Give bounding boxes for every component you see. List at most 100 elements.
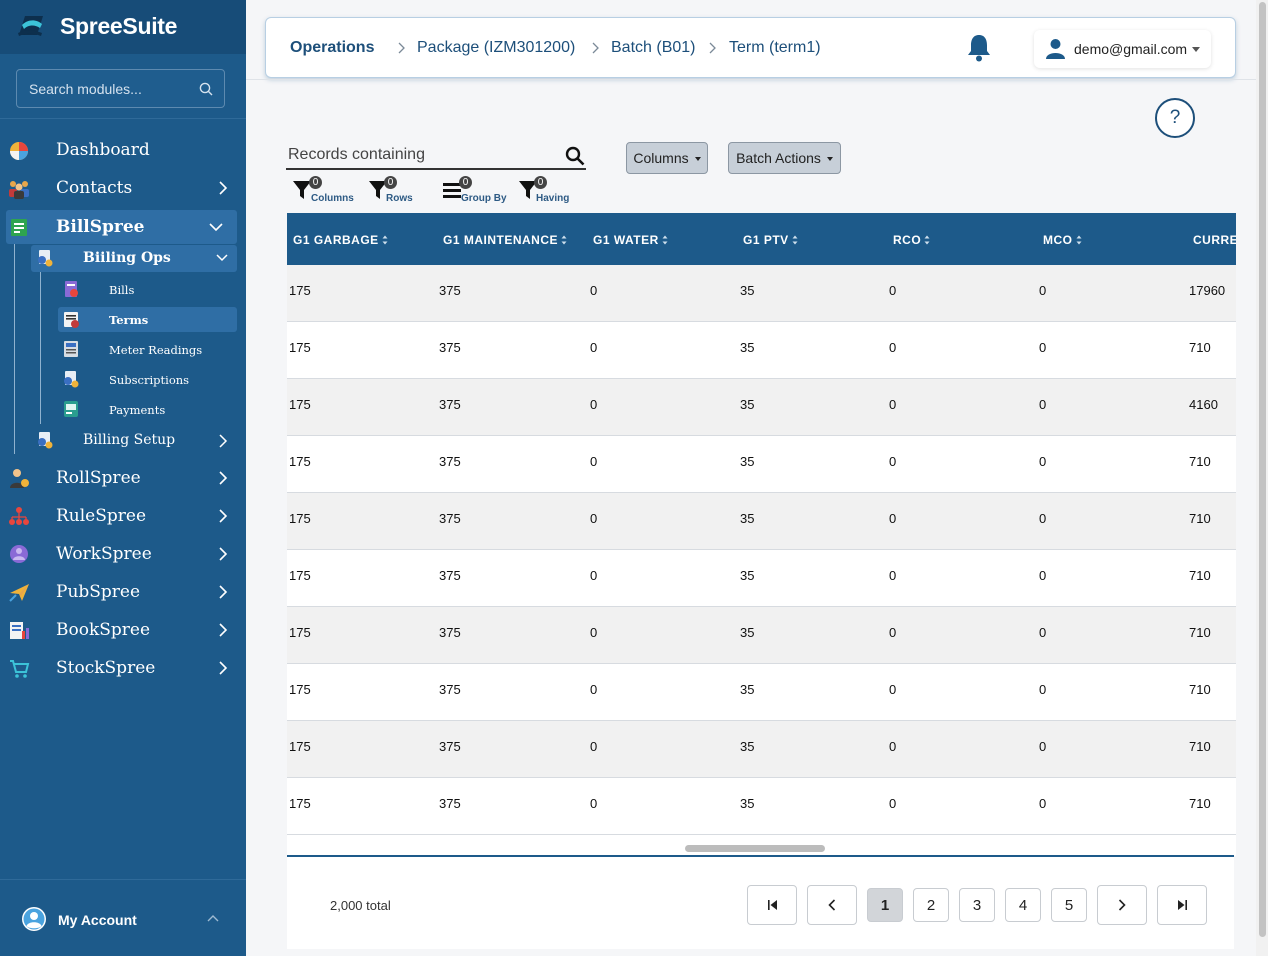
table-cell: 710	[1189, 511, 1211, 526]
breadcrumb-batch[interactable]: Batch (B01)	[611, 39, 696, 56]
table-cell: 35	[740, 511, 755, 526]
sidebar-item-label: Contacts	[56, 178, 133, 198]
sidebar-item-rollspree[interactable]: RollSpree	[0, 461, 246, 495]
sidebar-subitem-billing-setup[interactable]: Billing Setup	[31, 427, 237, 454]
sidebar-leaf-terms[interactable]: Terms	[58, 307, 237, 332]
table-row[interactable]: 175 375 0 35 0 0 710	[287, 607, 1236, 664]
previous-page-button[interactable]	[807, 885, 857, 925]
table-row[interactable]: 175 375 0 35 0 0 710	[287, 493, 1236, 550]
column-header[interactable]: MCO	[1043, 233, 1082, 247]
filter-rows[interactable]: 0 Rows	[368, 176, 416, 208]
column-header[interactable]: G1 PTV	[743, 233, 798, 247]
module-search-input[interactable]	[17, 70, 224, 107]
table-row[interactable]: 175 375 0 35 0 0 17960	[287, 265, 1236, 322]
columns-dropdown-button[interactable]: Columns	[626, 142, 708, 174]
sidebar-leaf-subscriptions[interactable]: Subscriptions	[58, 367, 237, 392]
search-icon[interactable]	[565, 146, 585, 166]
vertical-scrollbar[interactable]	[1256, 0, 1268, 956]
column-header[interactable]: CURRE	[1193, 233, 1236, 247]
page-button-4[interactable]: 4	[1005, 888, 1041, 922]
table-cell: 175	[289, 682, 311, 697]
user-menu[interactable]: demo@gmail.com	[1034, 30, 1211, 68]
table-cell: 0	[590, 796, 598, 811]
sidebar-item-pubspree[interactable]: PubSpree	[0, 575, 246, 609]
my-account[interactable]: My Account	[0, 879, 246, 956]
records-search-input[interactable]	[286, 142, 586, 170]
payments-icon	[64, 401, 78, 417]
next-page-button[interactable]	[1097, 885, 1147, 925]
horizontal-scrollbar[interactable]	[685, 845, 825, 852]
sidebar-item-label: BookSpree	[56, 620, 151, 640]
table-cell: 0	[889, 397, 897, 412]
breadcrumb-term[interactable]: Term (term1)	[729, 39, 821, 56]
filter-having[interactable]: 0 Having	[518, 176, 574, 208]
breadcrumb-chevron-icon	[592, 42, 599, 54]
chevron-right-icon	[219, 661, 228, 675]
table-row[interactable]: 175 375 0 35 0 0 710	[287, 436, 1236, 493]
sidebar-subitem-billing-ops[interactable]: Biiling Ops	[31, 245, 237, 272]
sidebar-item-dashboard[interactable]: Dashboard	[0, 133, 246, 167]
column-header[interactable]: G1 MAINTENANCE	[443, 233, 567, 247]
column-header-label: G1 PTV	[743, 233, 789, 247]
last-page-button[interactable]	[1157, 885, 1207, 925]
table-cell: 35	[740, 739, 755, 754]
table-cell: 35	[740, 454, 755, 469]
filter-label: Columns	[311, 193, 354, 204]
sidebar-subitem-label: Billing Setup	[83, 432, 176, 448]
sidebar-item-rulespree[interactable]: RuleSpree	[0, 499, 246, 533]
table-row[interactable]: 175 375 0 35 0 0 710	[287, 322, 1236, 379]
chevron-right-icon	[219, 509, 228, 523]
table-cell: 375	[439, 283, 461, 298]
sidebar-item-billspree[interactable]: BillSpree	[6, 210, 237, 244]
table-row[interactable]: 175 375 0 35 0 0 710	[287, 550, 1236, 607]
batch-actions-dropdown-button[interactable]: Batch Actions	[728, 142, 841, 174]
table-cell: 375	[439, 739, 461, 754]
top-header: Operations Package (IZM301200) Batch (B0…	[265, 17, 1236, 78]
breadcrumb-package[interactable]: Package (IZM301200)	[417, 39, 576, 56]
table-row[interactable]: 175 375 0 35 0 0 710	[287, 778, 1236, 835]
sidebar-item-workspree[interactable]: WorkSpree	[0, 537, 246, 571]
notification-bell-icon[interactable]	[965, 33, 993, 63]
column-header-label: G1 WATER	[593, 233, 659, 247]
page-button-3[interactable]: 3	[959, 888, 995, 922]
table-row[interactable]: 175 375 0 35 0 0 710	[287, 721, 1236, 778]
meter-readings-icon	[64, 341, 78, 357]
table-cell: 0	[1039, 454, 1047, 469]
sidebar-item-stockspree[interactable]: StockSpree	[0, 651, 246, 685]
search-icon[interactable]	[199, 82, 213, 96]
chevron-right-icon	[219, 181, 228, 195]
column-header[interactable]: RCO	[893, 233, 930, 247]
sidebar-leaf-payments[interactable]: Payments	[58, 397, 237, 422]
page-button-1[interactable]: 1	[867, 888, 903, 922]
breadcrumb-operations[interactable]: Operations	[290, 39, 375, 56]
column-header[interactable]: G1 WATER	[593, 233, 668, 247]
page-button-5[interactable]: 5	[1051, 888, 1087, 922]
table-cell: 35	[740, 796, 755, 811]
pie-chart-icon	[10, 142, 28, 160]
sidebar-leaf-meter-readings[interactable]: Meter Readings	[58, 337, 237, 362]
help-button[interactable]: ?	[1155, 98, 1195, 138]
column-header-label: G1 GARBAGE	[293, 233, 379, 247]
table-cell: 375	[439, 568, 461, 583]
vertical-scrollbar-thumb[interactable]	[1259, 2, 1266, 937]
total-records: 2,000 total	[330, 898, 391, 913]
table-cell: 0	[590, 568, 598, 583]
filter-columns[interactable]: 0 Columns	[292, 176, 358, 208]
filter-count-badge: 0	[309, 176, 322, 189]
first-page-button[interactable]	[747, 885, 797, 925]
filter-group-by[interactable]: 0 Group By	[442, 176, 510, 208]
table-row[interactable]: 175 375 0 35 0 0 4160	[287, 379, 1236, 436]
page-button-2[interactable]: 2	[913, 888, 949, 922]
table-cell: 35	[740, 397, 755, 412]
filter-label: Group By	[461, 193, 507, 204]
table-cell: 0	[889, 739, 897, 754]
breadcrumb-chevron-icon	[398, 42, 405, 54]
brand[interactable]: SpreeSuite	[0, 0, 246, 54]
column-header[interactable]: G1 GARBAGE	[293, 233, 388, 247]
sidebar-leaf-bills[interactable]: Bills	[58, 277, 237, 302]
column-header-label: G1 MAINTENANCE	[443, 233, 559, 247]
sidebar-item-bookspree[interactable]: BookSpree	[0, 613, 246, 647]
table-cell: 710	[1189, 454, 1211, 469]
sidebar-item-contacts[interactable]: Contacts	[0, 171, 246, 205]
table-row[interactable]: 175 375 0 35 0 0 710	[287, 664, 1236, 721]
